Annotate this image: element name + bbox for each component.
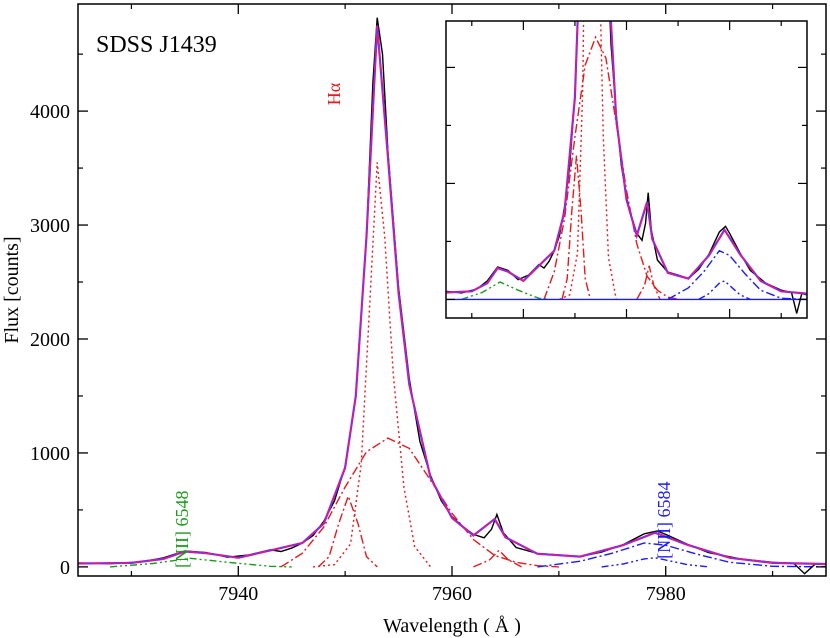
x-tick-label: 7960 bbox=[432, 583, 472, 605]
inset-series-fit-dashed bbox=[446, 21, 807, 295]
inset-series-h-feature bbox=[636, 265, 661, 300]
y-tick-label: 2000 bbox=[30, 329, 70, 351]
x-axis-label: Wavelength ( Å ) bbox=[383, 615, 521, 637]
inset-series-nii-6548 bbox=[461, 281, 550, 301]
inset-series-h-secondary bbox=[561, 155, 592, 300]
series-nii-6584 bbox=[537, 542, 826, 568]
annotation-nii-6584: [NII] 6584 bbox=[654, 481, 674, 558]
y-tick-label: 0 bbox=[60, 557, 70, 579]
series-nii-6584-narrow bbox=[601, 557, 709, 568]
x-tick-label: 7940 bbox=[218, 583, 258, 605]
inset-series-nii-6584 bbox=[667, 249, 807, 301]
chart-title: SDSS J1439 bbox=[96, 32, 217, 58]
inset-background bbox=[446, 21, 807, 318]
y-tick-label: 3000 bbox=[30, 215, 70, 237]
y-tick-label: 1000 bbox=[30, 443, 70, 465]
inset-plot bbox=[445, 20, 808, 319]
series-fit-dashed bbox=[78, 25, 826, 565]
y-tick-label: 4000 bbox=[30, 101, 70, 123]
series-h-secondary bbox=[317, 494, 378, 568]
main-plot: 7940 7960 7980 0 1000 2000 3000 4000 Wavelength … bbox=[1, 3, 827, 637]
x-tick-label: 7980 bbox=[646, 583, 686, 605]
inset-series-nii-6584-narrow bbox=[698, 280, 751, 301]
inset-curves bbox=[446, 21, 807, 314]
annotation-nii-6548: [NII] 6548 bbox=[172, 491, 192, 568]
main-curves bbox=[78, 17, 826, 575]
series-nii-6548 bbox=[110, 557, 292, 568]
annotation-h: Hα bbox=[324, 82, 344, 105]
series-h-feature bbox=[473, 549, 522, 568]
inset-series-h-broad bbox=[543, 35, 679, 301]
series-h-narrow bbox=[313, 162, 432, 568]
y-axis-label: Flux [counts] bbox=[1, 236, 23, 343]
